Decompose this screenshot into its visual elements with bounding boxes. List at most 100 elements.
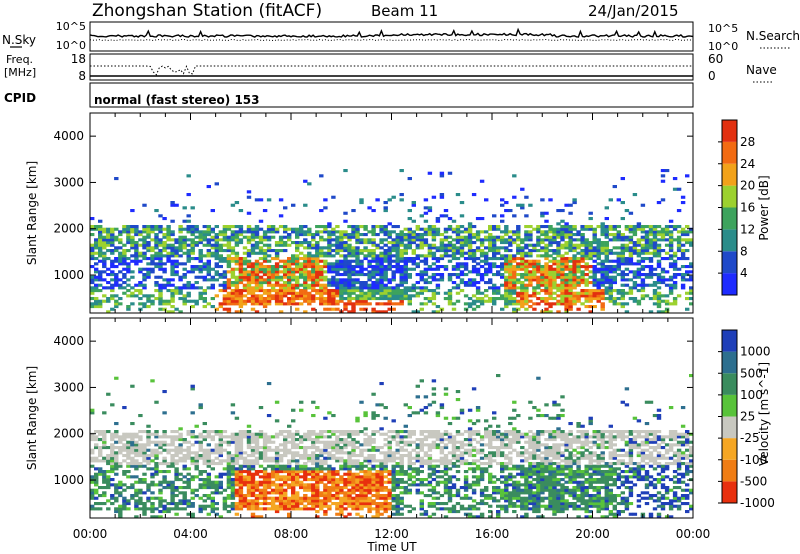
- velocity-cell: [266, 472, 272, 476]
- power-cell: [596, 270, 601, 274]
- velocity-cell: [118, 512, 123, 516]
- velocity-cell: [291, 454, 296, 458]
- power-cell: [556, 249, 561, 253]
- power-cell: [182, 297, 187, 301]
- velocity-cell: [335, 478, 340, 482]
- power-cell: [222, 286, 228, 290]
- velocity-cell: [134, 446, 139, 450]
- power-cell: [234, 267, 240, 271]
- power-cell: [568, 305, 573, 309]
- power-cell: [98, 249, 103, 253]
- power-cell: [339, 246, 344, 250]
- power-cell: [250, 249, 256, 253]
- power-cell: [274, 297, 280, 301]
- power-cell: [471, 193, 477, 197]
- velocity-cell: [226, 464, 232, 468]
- velocity-cell: [122, 446, 127, 450]
- velocity-cell: [355, 499, 360, 503]
- power-cell: [668, 230, 674, 234]
- velocity-cell: [327, 411, 332, 415]
- power-cell: [467, 257, 473, 261]
- power-cell: [431, 235, 437, 239]
- power-cell: [628, 297, 634, 301]
- power-cell: [315, 225, 320, 229]
- power-cell: [154, 297, 159, 301]
- velocity-cell: [154, 440, 159, 444]
- power-cell: [475, 262, 481, 266]
- velocity-cell: [90, 432, 95, 436]
- power-cell: [620, 273, 625, 277]
- power-cell: [536, 249, 541, 253]
- velocity-cell: [323, 475, 328, 479]
- velocity-cell: [110, 443, 115, 447]
- power-cell: [552, 291, 557, 295]
- velocity-cell: [367, 483, 372, 487]
- power-cell: [528, 230, 533, 234]
- velocity-cell: [283, 483, 288, 487]
- power-cell: [443, 227, 449, 231]
- power-cell: [186, 257, 191, 261]
- power-cell: [524, 254, 529, 258]
- velocity-cell: [359, 478, 364, 482]
- velocity-cell: [126, 432, 131, 436]
- power-cell: [291, 254, 296, 258]
- power-cell: [608, 278, 613, 282]
- power-cell: [463, 251, 469, 255]
- power-cell: [588, 243, 593, 247]
- power-cell: [359, 289, 364, 293]
- power-cell: [166, 299, 171, 303]
- power-cell: [415, 265, 420, 269]
- power-cell: [592, 235, 597, 239]
- power-cell: [516, 302, 521, 306]
- power-cell: [307, 270, 312, 274]
- power-cell: [226, 227, 232, 231]
- power-cell: [435, 219, 441, 223]
- power-cell: [359, 201, 364, 205]
- power-cell: [496, 289, 501, 293]
- power-cell: [447, 217, 453, 221]
- power-cell: [528, 235, 533, 239]
- velocity-cell: [262, 467, 268, 471]
- velocity-cell: [230, 435, 236, 439]
- power-cell: [435, 265, 441, 269]
- velocity-cell: [238, 480, 244, 484]
- power-cell: [403, 251, 408, 255]
- power-cell: [656, 281, 662, 285]
- power-cell: [262, 251, 268, 255]
- velocity-cell: [182, 454, 187, 458]
- power-cell: [234, 299, 240, 303]
- power-cell: [403, 265, 408, 269]
- power-cell: [528, 273, 533, 277]
- power-cell: [254, 302, 260, 306]
- power-cell: [154, 233, 159, 237]
- power-cell: [182, 251, 187, 255]
- power-cell: [479, 302, 485, 306]
- power-cell: [238, 305, 244, 309]
- power-cell: [612, 297, 617, 301]
- velocity-cell: [379, 512, 384, 516]
- power-cell: [387, 299, 392, 303]
- power-cell: [102, 270, 107, 274]
- power-cell: [214, 249, 219, 253]
- power-cell: [399, 249, 404, 253]
- power-cell: [532, 273, 537, 277]
- power-cell: [552, 249, 557, 253]
- velocity-cell: [367, 502, 372, 506]
- velocity-cell: [274, 483, 280, 487]
- power-cell: [138, 283, 143, 287]
- velocity-cell: [230, 467, 236, 471]
- velocity-cell: [323, 502, 328, 506]
- velocity-cell: [98, 451, 103, 455]
- power-cell: [520, 267, 525, 271]
- power-cell: [242, 273, 248, 277]
- velocity-cell: [367, 488, 372, 492]
- power-cell: [315, 291, 320, 295]
- power-cell: [492, 214, 497, 218]
- power-cell: [347, 267, 352, 271]
- power-cell: [146, 227, 151, 231]
- velocity-cell: [319, 478, 324, 482]
- power-cell: [484, 238, 489, 242]
- velocity-cell: [359, 454, 364, 458]
- velocity-cell: [363, 432, 368, 436]
